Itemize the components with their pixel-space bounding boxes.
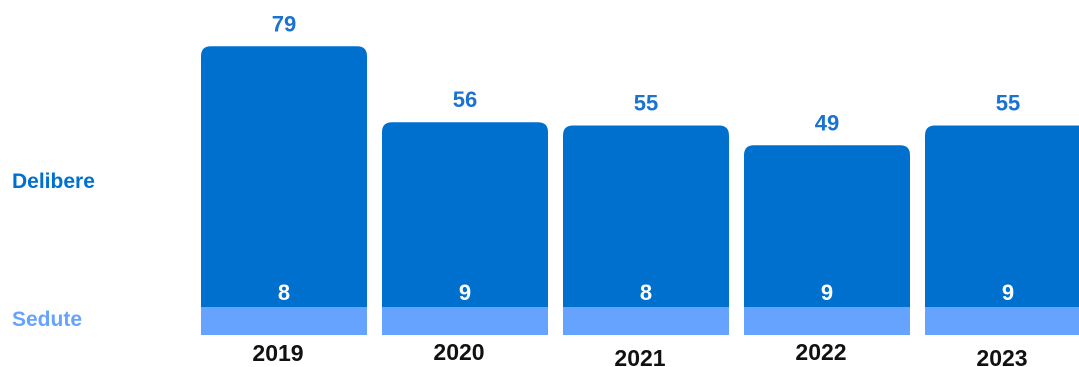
data-label-delibere-2021: 55 [634,91,658,116]
category-label-2022: 2022 [795,339,846,365]
category-label-2020: 2020 [433,339,484,365]
bar-delibere-2023 [925,125,1079,307]
category-label-2021: 2021 [614,345,665,367]
data-label-delibere-2020: 56 [453,87,477,112]
data-label-sedute-2019: 8 [278,280,290,305]
bar-sedute-2020 [382,307,548,335]
bar-sedute-2023 [925,307,1079,335]
data-label-sedute-2023: 9 [1002,280,1014,305]
bar-delibere-2021 [563,125,729,307]
bar-delibere-2019 [201,46,367,308]
data-label-delibere-2022: 49 [815,110,839,135]
data-label-sedute-2021: 8 [640,280,652,305]
bar-delibere-2022 [744,145,910,307]
bar-sedute-2022 [744,307,910,335]
data-label-delibere-2019: 79 [272,11,296,36]
legend-delibere-label: Delibere [12,170,95,193]
data-label-sedute-2022: 9 [821,280,833,305]
category-label-2023: 2023 [976,345,1027,367]
legend-sedute-label: Sedute [12,308,83,331]
data-label-sedute-2020: 9 [459,280,471,305]
bar-sedute-2019 [201,307,367,335]
bar-delibere-2020 [382,122,548,307]
category-label-2019: 2019 [252,340,303,366]
bar-sedute-2021 [563,307,729,335]
data-label-delibere-2023: 55 [996,91,1020,116]
